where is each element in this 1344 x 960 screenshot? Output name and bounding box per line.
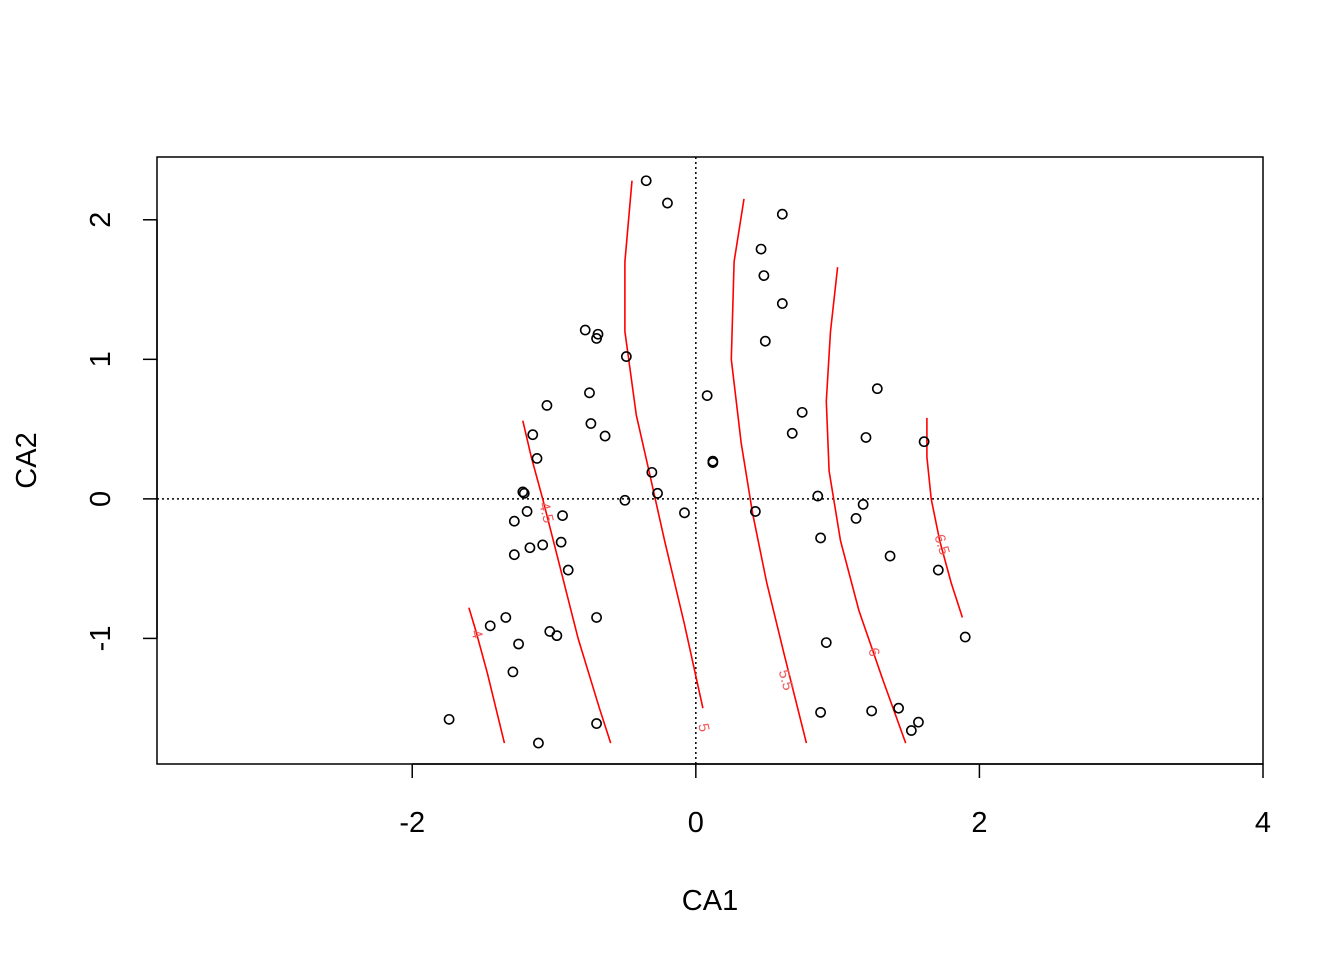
x-axis-title: CA1	[682, 885, 738, 917]
data-point	[591, 333, 602, 344]
data-point	[533, 737, 544, 749]
data-point	[679, 507, 690, 519]
data-point	[860, 432, 872, 443]
data-point	[527, 429, 539, 441]
contour-line-5	[624, 180, 704, 709]
contour-line-5.5	[730, 198, 808, 744]
data-point	[758, 270, 770, 282]
data-point	[701, 390, 713, 402]
data-point	[850, 513, 862, 524]
data-point	[820, 637, 832, 648]
data-point	[707, 457, 719, 468]
data-point	[959, 631, 971, 643]
data-point	[591, 718, 602, 729]
data-point	[857, 499, 869, 510]
data-point	[776, 298, 788, 309]
data-point	[557, 510, 568, 522]
contour-line-6	[825, 267, 907, 744]
data-point	[652, 487, 663, 499]
data-point	[551, 630, 563, 642]
data-point	[591, 612, 602, 623]
data-point	[918, 436, 930, 448]
y-tick-label: 2	[85, 212, 117, 228]
contour-label-6: 6	[864, 646, 883, 659]
data-point	[640, 175, 652, 187]
x-axis: -2 0 2 4	[399, 763, 1271, 839]
data-point	[484, 620, 496, 632]
data-point	[749, 506, 761, 517]
contour-line-4.5	[522, 420, 612, 744]
contour-label-5: 5	[694, 722, 712, 734]
data-point	[755, 243, 767, 255]
x-tick-label: 4	[1255, 807, 1271, 839]
contour-label-6.5: 6.5	[930, 532, 952, 557]
plot-frame	[156, 156, 1264, 765]
contour-label-4: 4	[467, 628, 486, 640]
data-point	[579, 324, 591, 336]
data-point	[518, 487, 530, 499]
contour-line-4	[468, 607, 506, 744]
data-point	[620, 351, 632, 362]
x-tick-label: 2	[971, 807, 987, 839]
data-point	[796, 406, 808, 418]
data-point	[508, 549, 520, 561]
data-point	[619, 494, 631, 506]
data-point	[584, 387, 595, 399]
y-tick-label: 0	[85, 491, 117, 507]
data-point	[884, 550, 896, 562]
data-point	[443, 713, 455, 725]
data-point	[646, 466, 658, 478]
data-point	[521, 506, 533, 517]
data-point	[599, 430, 611, 442]
data-point	[759, 335, 771, 347]
data-point	[537, 539, 549, 551]
data-point	[776, 208, 788, 220]
data-point	[815, 532, 826, 544]
data-point	[662, 197, 673, 209]
data-point	[524, 542, 536, 554]
data-point	[913, 716, 924, 728]
contour-label-5.5: 5.5	[775, 668, 797, 693]
data-point	[508, 515, 520, 527]
data-point	[500, 612, 512, 623]
data-point	[866, 705, 878, 717]
data-point	[507, 666, 519, 678]
data-point	[541, 399, 553, 411]
data-point	[932, 564, 944, 576]
reference-lines	[157, 157, 1263, 764]
data-point	[893, 702, 904, 714]
data-point	[905, 725, 917, 736]
contour-label-4.5: 4.5	[535, 501, 557, 525]
data-point	[562, 564, 574, 576]
data-point	[786, 427, 798, 439]
data-point	[812, 490, 824, 502]
data-point	[531, 453, 543, 464]
data-point	[517, 486, 529, 498]
data-point	[555, 536, 567, 548]
y-tick-label: 1	[85, 351, 117, 367]
x-tick-label: 0	[688, 807, 704, 839]
y-tick-label: -1	[85, 626, 117, 652]
x-tick-label: -2	[399, 807, 425, 839]
contour-lines: 4 4.5 5 5.5 6 6.5	[467, 180, 964, 744]
data-point	[513, 638, 524, 650]
data-point	[585, 418, 597, 429]
data-points	[443, 175, 971, 749]
data-point	[871, 383, 883, 395]
y-axis: -1 0 1 2	[85, 212, 158, 652]
data-point	[815, 706, 826, 718]
y-axis-title: CA2	[11, 432, 43, 488]
contour-line-6.5	[926, 417, 964, 618]
